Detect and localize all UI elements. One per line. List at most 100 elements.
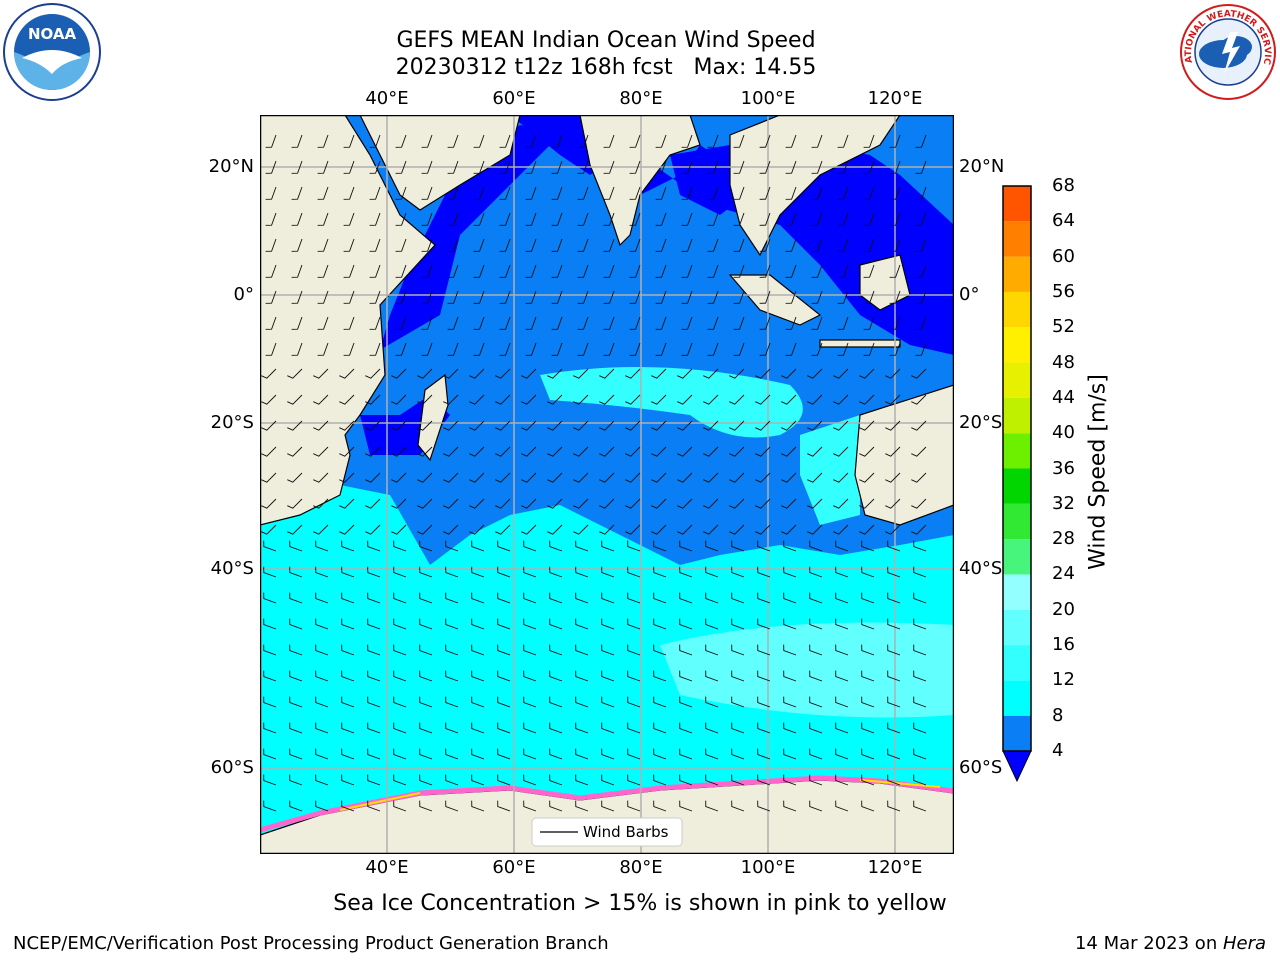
wind-barb — [577, 290, 589, 304]
wind-barb — [835, 670, 849, 682]
wind-barb — [599, 420, 615, 431]
wind-barb — [755, 446, 771, 457]
wind-barb — [655, 316, 667, 330]
wind-barb — [447, 290, 459, 304]
wind-barb — [807, 420, 823, 431]
wind-barb — [655, 134, 667, 148]
wind-barb — [707, 238, 719, 252]
wind-barb — [911, 498, 927, 509]
wind-barb — [707, 290, 719, 304]
colorbar-tick: 28 — [1052, 528, 1075, 550]
wind-barb — [339, 394, 355, 405]
wind-barb — [445, 644, 459, 656]
wind-barb — [731, 774, 745, 786]
wind-barb — [651, 368, 667, 379]
wind-barb — [707, 160, 719, 174]
wind-barb — [835, 540, 849, 552]
wind-barb — [551, 134, 563, 148]
wind-barb — [443, 472, 459, 483]
wind-barb — [317, 342, 329, 356]
colorbar-bin — [1003, 397, 1031, 434]
wind-barb — [473, 186, 485, 200]
wind-barb — [421, 238, 433, 252]
wind-barb — [417, 524, 433, 535]
wind-barb — [809, 722, 823, 734]
wind-barb — [731, 540, 745, 552]
wind-barb — [861, 696, 875, 708]
wind-barb — [495, 524, 511, 535]
wind-barb — [391, 472, 407, 483]
wind-barb — [499, 160, 511, 174]
wind-barb — [447, 186, 459, 200]
lat-tick-left: 20°S — [210, 412, 254, 433]
wind-barb — [549, 644, 563, 656]
wind-barb — [681, 238, 693, 252]
wind-barb — [421, 290, 433, 304]
wind-barb — [627, 566, 641, 578]
nws-logo: NATIONAL WEATHER SERVICE — [1178, 2, 1276, 100]
wind-barb — [861, 618, 875, 630]
wind-barb — [573, 472, 589, 483]
wind-barb — [783, 774, 797, 786]
wind-barb — [915, 212, 927, 226]
wind-barb — [523, 696, 537, 708]
wind-barb — [859, 394, 875, 405]
wind-barb — [759, 238, 771, 252]
wind-barb — [733, 290, 745, 304]
wind-barb — [653, 722, 667, 734]
wind-barb — [287, 472, 303, 483]
wind-barb — [625, 394, 641, 405]
wind-barb — [859, 446, 875, 457]
land-sumatra — [728, 274, 822, 326]
wind-barb — [705, 644, 719, 656]
map-frame — [260, 115, 954, 854]
wind-barb — [913, 644, 927, 656]
wind-barb — [343, 186, 355, 200]
colorbar-bin — [1003, 186, 1031, 222]
wind-barb — [601, 748, 615, 760]
wind-barb — [471, 696, 485, 708]
wind-barb — [731, 800, 745, 812]
wind-barb — [495, 420, 511, 431]
wind-barb — [625, 498, 641, 509]
wind-barb — [889, 212, 901, 226]
wind-barb — [807, 446, 823, 457]
wind-barb — [653, 748, 667, 760]
wind-barb — [443, 446, 459, 457]
wind-barb — [655, 186, 667, 200]
wind-barb — [369, 264, 381, 278]
colorbar-tick: 4 — [1052, 740, 1064, 761]
wind-barb — [575, 644, 589, 656]
wind-barb — [863, 238, 875, 252]
noaa-logo-text: NOAA — [28, 25, 77, 43]
wind-barb — [367, 592, 381, 604]
wind-barb — [521, 420, 537, 431]
colorbar-under-arrow — [1002, 750, 1032, 783]
wind-barb — [651, 472, 667, 483]
wind-barb — [497, 670, 511, 682]
colorbar-bin — [1003, 256, 1031, 292]
wind-barb — [601, 566, 615, 578]
wind-barb — [261, 498, 277, 509]
wind-barb — [367, 644, 381, 656]
wind-barb — [759, 186, 771, 200]
wind-barb — [809, 566, 823, 578]
wind-barb — [421, 342, 433, 356]
wind-barb — [755, 394, 771, 405]
wind-barb — [811, 342, 823, 356]
wind-barb — [705, 774, 719, 786]
wind-barb — [833, 394, 849, 405]
wind-barb — [341, 800, 355, 812]
wind-barb — [443, 420, 459, 431]
wind-barb — [577, 186, 589, 200]
wind-barb — [315, 696, 329, 708]
wind-barb — [445, 696, 459, 708]
wind-barb — [757, 592, 771, 604]
wind-barbs — [261, 134, 927, 812]
wind-barb — [367, 696, 381, 708]
wind-barb — [523, 748, 537, 760]
wind-barb — [315, 592, 329, 604]
wind-barb — [367, 566, 381, 578]
wind-barb — [601, 644, 615, 656]
wind-barb — [291, 342, 303, 356]
